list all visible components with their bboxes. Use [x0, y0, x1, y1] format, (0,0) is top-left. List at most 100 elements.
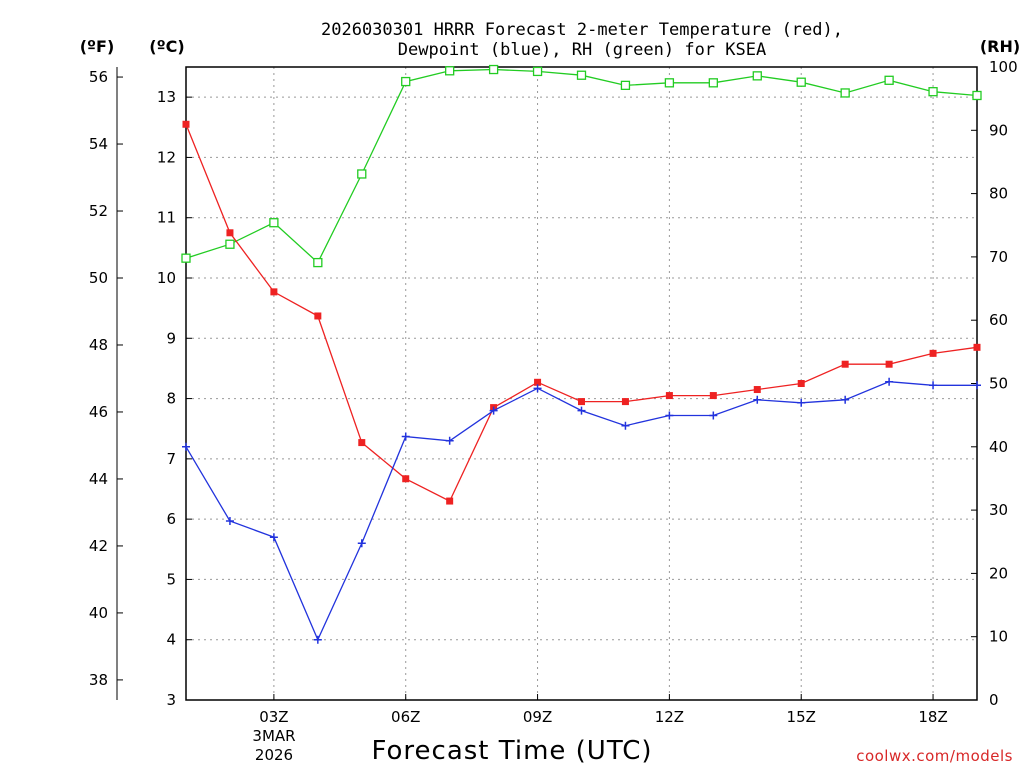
fahrenheit-tick-label: 38: [89, 671, 108, 689]
celsius-tick-label: 10: [157, 269, 176, 287]
dewpoint-line: [185, 381, 977, 642]
x-tick-label: 15Z: [787, 708, 816, 726]
2-meter-temperature-point: [973, 343, 981, 351]
dewpoint-point: [973, 381, 981, 390]
celsius-tick-label: 5: [166, 570, 176, 588]
rh-point: [752, 71, 762, 81]
celsius-tick-label: 6: [166, 510, 176, 528]
celsius-tick-label: 7: [166, 450, 176, 468]
rh-tick-label: 10: [989, 628, 1008, 646]
rh-tick-label: 40: [989, 438, 1008, 456]
fahrenheit-tick-label: 52: [89, 202, 108, 220]
dewpoint-point: [709, 411, 718, 420]
fahrenheit-tick-label: 54: [89, 135, 108, 153]
fahrenheit-tick-label: 50: [89, 269, 108, 287]
2-meter-temperature-point: [182, 120, 190, 128]
fahrenheit-tick-label: 46: [89, 403, 108, 421]
dewpoint-point: [401, 432, 410, 441]
2-meter-temperature-point: [885, 360, 893, 368]
2-meter-temperature-point: [841, 360, 849, 368]
axes: 3840424446485052545634567891011121301020…: [89, 58, 1018, 726]
rh-point: [840, 88, 850, 98]
2-meter-temperature-point: [753, 386, 761, 394]
dewpoint-point: [357, 539, 366, 548]
dewpoint-point: [841, 395, 850, 404]
dewpoint-point: [225, 516, 234, 525]
rh-tick-label: 50: [989, 375, 1008, 393]
2-meter-temperature-point: [929, 349, 937, 357]
2-meter-temperature-point: [270, 288, 278, 296]
x-tick-label: 18Z: [918, 708, 947, 726]
fahrenheit-tick-label: 42: [89, 537, 108, 555]
dewpoint-point: [533, 384, 542, 393]
2-meter-temperature-point: [534, 378, 542, 386]
dewpoint-point: [753, 395, 762, 404]
x-axis-title: Forecast Time (UTC): [371, 736, 652, 766]
2-meter-temperature-point: [709, 392, 717, 400]
rh-point: [620, 80, 631, 91]
rh-point: [884, 75, 894, 85]
2-meter-temperature-point: [358, 439, 366, 447]
fahrenheit-tick-label: 44: [89, 470, 108, 488]
rh-point: [225, 239, 235, 249]
rh-point: [357, 169, 367, 179]
date-label-year: 2026: [255, 746, 293, 764]
2-meter-temperature-point: [402, 475, 410, 483]
rh-tick-label: 0: [989, 691, 999, 709]
dewpoint-point: [797, 398, 806, 407]
rh-point: [488, 64, 499, 75]
dewpoint-point: [269, 533, 278, 542]
date-label-month: 3MAR: [252, 727, 295, 745]
2-meter-temperature-point: [578, 398, 585, 406]
2-meter-temperature-point: [621, 398, 629, 406]
plot-frame: [185, 66, 978, 701]
dewpoint-point: [577, 406, 586, 415]
dewpoint-point: [445, 436, 454, 445]
rh-tick-label: 70: [989, 248, 1008, 266]
dewpoint-point: [313, 635, 322, 644]
rh-point: [181, 253, 191, 263]
2-meter-temperature-point: [314, 312, 322, 320]
dewpoint-point: [182, 442, 190, 451]
dewpoint-point: [489, 406, 498, 415]
fahrenheit-tick-label: 48: [89, 336, 108, 354]
x-tick-label: 03Z: [259, 708, 288, 726]
2-meter-temperature-point: [797, 380, 805, 387]
dewpoint-point: [929, 381, 938, 390]
credit-link[interactable]: coolwx.com/models: [856, 747, 1013, 765]
rh-point: [445, 66, 455, 76]
dewpoint-point: [621, 421, 630, 430]
rh-tick-label: 100: [989, 58, 1018, 76]
fahrenheit-tick-label: 40: [89, 604, 108, 622]
series-layer: [181, 64, 982, 644]
rh-point: [708, 78, 718, 88]
celsius-tick-label: 4: [166, 631, 176, 649]
rh-point: [972, 90, 982, 101]
grid-lines: [186, 67, 977, 700]
rh-tick-label: 80: [989, 185, 1008, 203]
rh-point: [796, 77, 806, 87]
x-tick-label: 06Z: [391, 708, 420, 726]
celsius-tick-label: 13: [157, 88, 176, 106]
rh-tick-label: 20: [989, 564, 1008, 582]
fahrenheit-unit-label: (ºF): [80, 37, 115, 56]
chart-title-line1: 2026030301 HRRR Forecast 2-meter Tempera…: [321, 20, 843, 40]
rh-point: [269, 218, 279, 228]
celsius-unit-label: (ºC): [149, 37, 184, 56]
celsius-tick-label: 8: [166, 390, 176, 408]
2-meter-temperature-point: [226, 229, 234, 237]
rh-point: [313, 257, 323, 268]
2-meter-temperature-point: [665, 392, 673, 400]
x-tick-label: 09Z: [523, 708, 552, 726]
rh-line: [185, 68, 978, 264]
celsius-tick-label: 9: [166, 329, 176, 347]
celsius-tick-label: 11: [157, 209, 176, 227]
dewpoint-point: [885, 377, 894, 386]
2-meter-temperature-point: [446, 497, 454, 505]
rh-point: [532, 66, 543, 77]
celsius-tick-label: 3: [166, 691, 176, 709]
chart-title-line2: Dewpoint (blue), RH (green) for KSEA: [398, 40, 766, 60]
rh-point: [664, 78, 675, 88]
fahrenheit-tick-label: 56: [89, 68, 108, 86]
